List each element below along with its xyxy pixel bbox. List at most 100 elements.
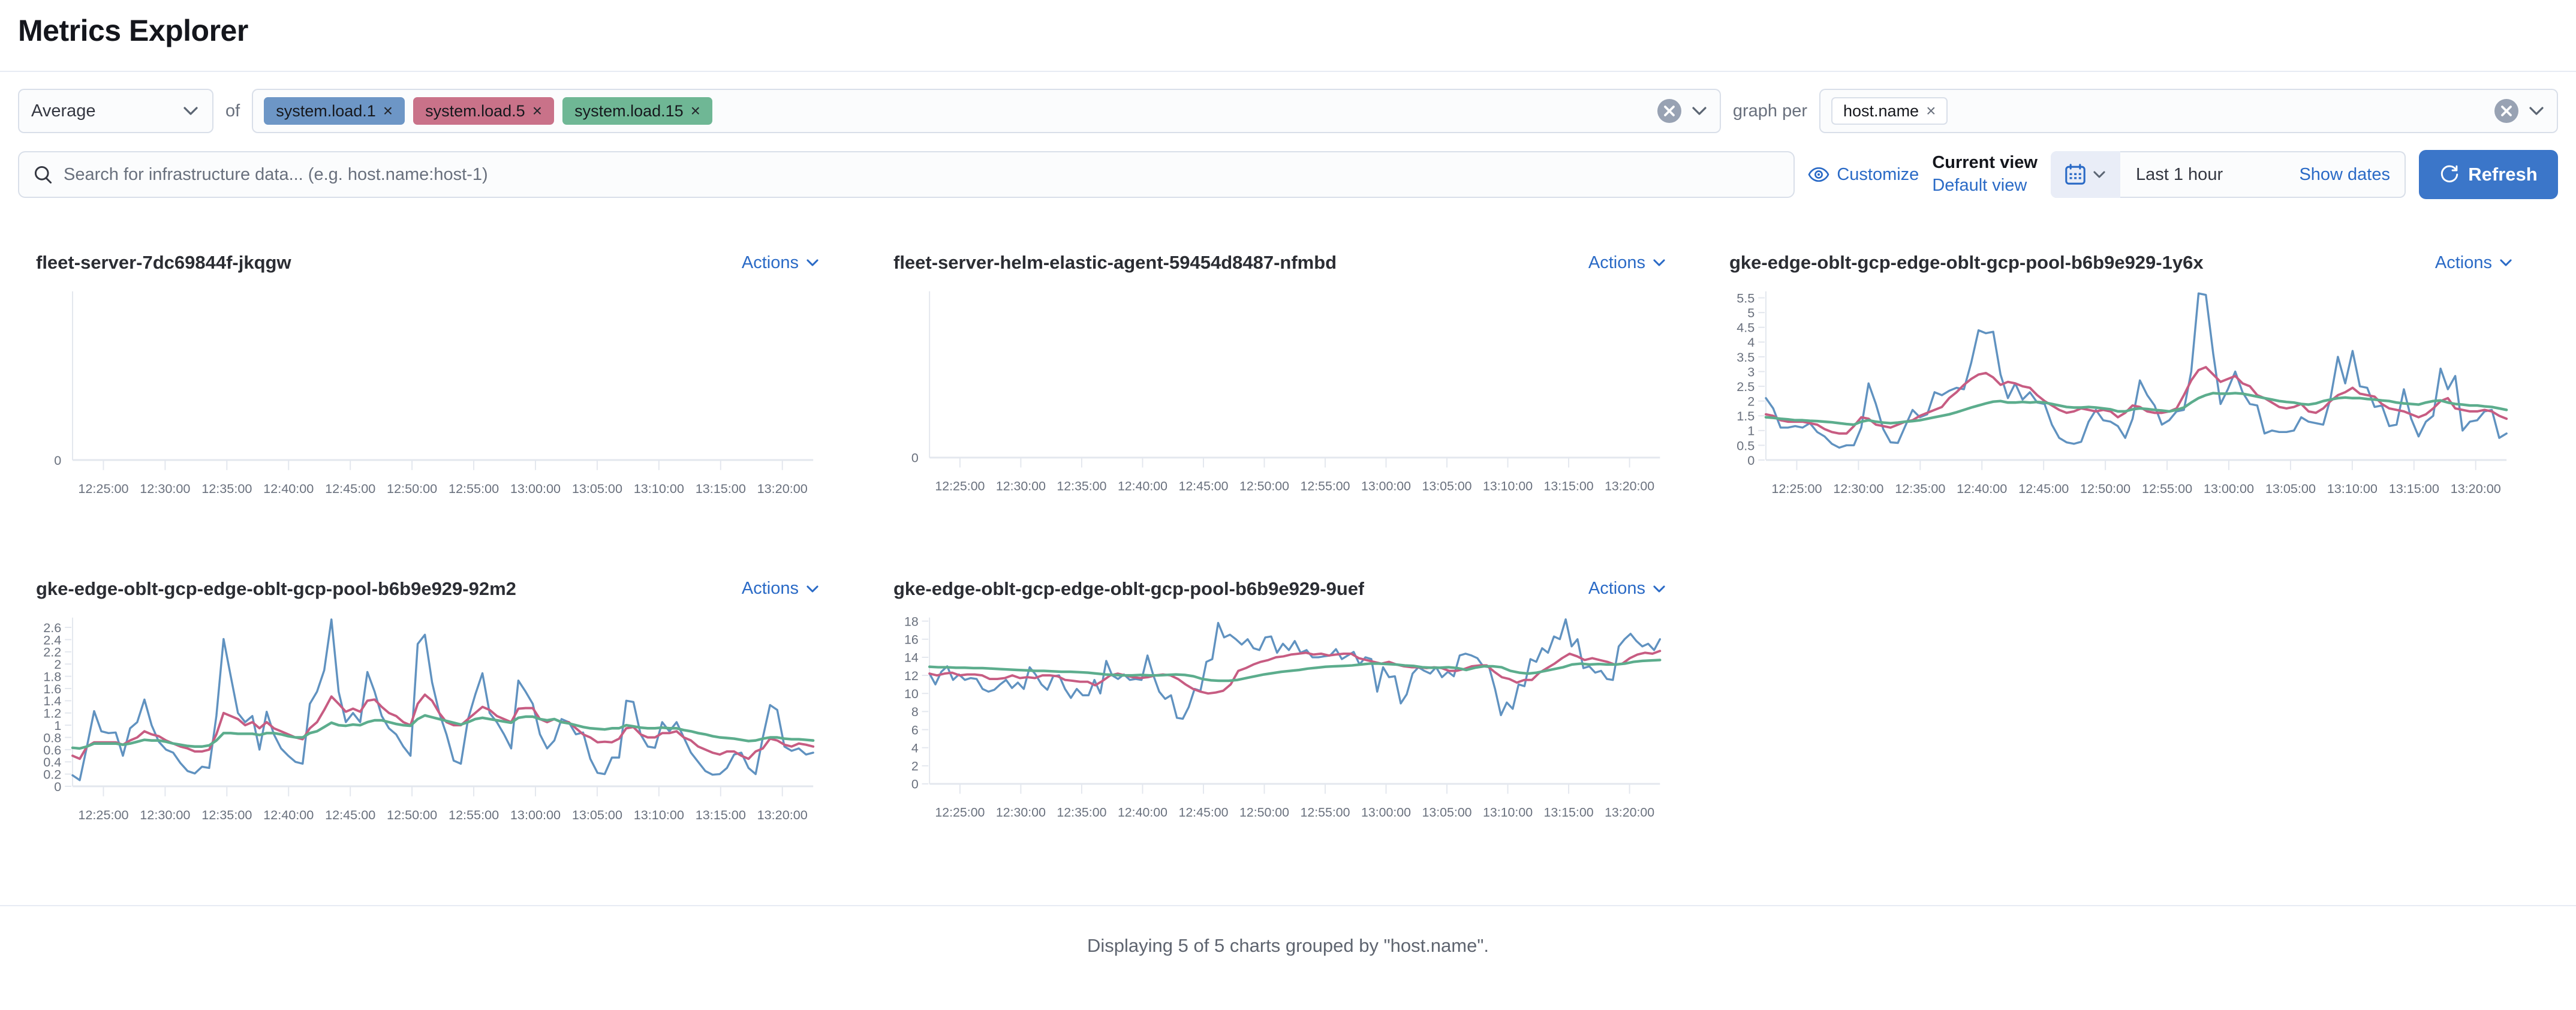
metrics-toolbar: Average of system.load.1 × system.load.5… <box>0 72 2576 834</box>
svg-text:12:45:00: 12:45:00 <box>1178 805 1228 819</box>
svg-text:12:35:00: 12:35:00 <box>1057 479 1106 493</box>
svg-text:13:15:00: 13:15:00 <box>1544 805 1594 819</box>
eye-icon <box>1808 167 1829 182</box>
chevron-down-icon <box>2500 259 2512 266</box>
chart-actions-button[interactable]: Actions <box>742 253 820 273</box>
metric-tag-label: system.load.15 <box>574 101 684 120</box>
chart-title: gke-edge-oblt-gcp-edge-oblt-gcp-pool-b6b… <box>893 578 1365 599</box>
svg-text:12:25:00: 12:25:00 <box>78 807 128 822</box>
metric-tag-label: system.load.5 <box>425 101 525 120</box>
svg-text:12:50:00: 12:50:00 <box>387 481 437 496</box>
metric-tag-system-load-15[interactable]: system.load.15 × <box>562 97 713 125</box>
svg-text:13:05:00: 13:05:00 <box>572 481 622 496</box>
view-toggle: Current view Default view <box>1932 153 2038 196</box>
svg-text:13:15:00: 13:15:00 <box>696 807 746 822</box>
date-picker-quick-menu[interactable] <box>2051 151 2120 198</box>
svg-text:13:10:00: 13:10:00 <box>1483 479 1533 493</box>
svg-text:1: 1 <box>1747 423 1755 438</box>
svg-text:12:25:00: 12:25:00 <box>935 805 985 819</box>
clear-groupby-icon[interactable] <box>2494 99 2518 123</box>
svg-text:13:10:00: 13:10:00 <box>634 807 684 822</box>
svg-text:12:40:00: 12:40:00 <box>263 481 314 496</box>
metrics-combobox[interactable]: system.load.1 × system.load.5 × system.l… <box>252 89 1721 133</box>
svg-text:12:35:00: 12:35:00 <box>1057 805 1106 819</box>
svg-text:12:30:00: 12:30:00 <box>996 479 1046 493</box>
svg-text:0.2: 0.2 <box>43 766 61 781</box>
svg-text:12:50:00: 12:50:00 <box>2080 481 2130 496</box>
svg-text:12:40:00: 12:40:00 <box>263 807 314 822</box>
svg-text:18: 18 <box>904 614 919 629</box>
chart-actions-button[interactable]: Actions <box>2435 253 2514 273</box>
time-range-value[interactable]: Last 1 hour <box>2136 164 2223 184</box>
svg-text:0: 0 <box>54 453 61 468</box>
page-header: Metrics Explorer <box>0 0 2576 48</box>
line-chart[interactable]: 12:25:00 12:30:00 12:35:00 12:40:00 12:45:00… <box>893 283 1667 506</box>
svg-text:12:30:00: 12:30:00 <box>996 805 1046 819</box>
chart-cell-fleet-server: fleet-server-7dc69844f-jkqgw Actions 12:… <box>18 252 865 509</box>
aggregation-select[interactable]: Average <box>18 89 213 133</box>
chevron-down-icon <box>2093 171 2105 178</box>
metric-tag-system-load-5[interactable]: system.load.5 × <box>413 97 555 125</box>
chevron-down-icon[interactable] <box>1690 101 1709 121</box>
show-dates-button[interactable]: Show dates <box>2299 164 2390 184</box>
search-input[interactable] <box>64 164 1781 185</box>
svg-text:2: 2 <box>54 657 61 672</box>
svg-text:12:55:00: 12:55:00 <box>449 481 499 496</box>
refresh-icon <box>2441 165 2458 183</box>
actions-label: Actions <box>1588 579 1645 599</box>
chart-actions-button[interactable]: Actions <box>1588 579 1667 599</box>
refresh-label: Refresh <box>2468 164 2538 185</box>
svg-text:8: 8 <box>911 705 919 719</box>
svg-text:0: 0 <box>911 451 919 465</box>
svg-text:13:20:00: 13:20:00 <box>1605 479 1654 493</box>
metric-tag-system-load-1[interactable]: system.load.1 × <box>264 97 405 125</box>
remove-metric-icon[interactable]: × <box>690 101 701 120</box>
svg-text:14: 14 <box>904 650 919 665</box>
svg-text:12:30:00: 12:30:00 <box>140 807 190 822</box>
remove-groupby-icon[interactable]: × <box>1926 101 1936 120</box>
clear-metrics-icon[interactable] <box>1657 99 1681 123</box>
svg-text:1.6: 1.6 <box>43 681 61 696</box>
line-chart[interactable]: 12:25:00 12:30:00 12:35:00 12:40:00 12:45:00… <box>893 609 1667 832</box>
line-chart[interactable]: 12:25:00 12:30:00 12:35:00 12:40:00 12:45:00… <box>36 609 820 835</box>
chart-cell-empty <box>1711 578 2558 835</box>
chart-title: fleet-server-7dc69844f-jkqgw <box>36 252 291 273</box>
svg-text:13:10:00: 13:10:00 <box>634 481 684 496</box>
remove-metric-icon[interactable]: × <box>383 101 393 120</box>
refresh-button[interactable]: Refresh <box>2419 150 2558 199</box>
svg-text:12:35:00: 12:35:00 <box>201 807 252 822</box>
chart-actions-button[interactable]: Actions <box>742 579 820 599</box>
svg-text:12:25:00: 12:25:00 <box>935 479 985 493</box>
groupby-tag-host-name[interactable]: host.name × <box>1831 97 1948 125</box>
svg-text:0.4: 0.4 <box>43 755 61 769</box>
svg-text:13:10:00: 13:10:00 <box>1483 805 1533 819</box>
svg-text:1: 1 <box>54 718 61 733</box>
svg-text:12:55:00: 12:55:00 <box>449 807 499 822</box>
actions-label: Actions <box>741 579 799 599</box>
svg-text:1.2: 1.2 <box>43 705 61 720</box>
svg-text:13:10:00: 13:10:00 <box>2327 481 2378 496</box>
svg-text:6: 6 <box>911 723 919 737</box>
line-chart[interactable]: 12:25:00 12:30:00 12:35:00 12:40:00 12:45:00… <box>1729 283 2514 509</box>
svg-text:12:55:00: 12:55:00 <box>2142 481 2192 496</box>
svg-text:12:30:00: 12:30:00 <box>140 481 190 496</box>
current-view-label: Current view <box>1932 153 2038 173</box>
svg-text:13:15:00: 13:15:00 <box>1544 479 1594 493</box>
svg-text:12:50:00: 12:50:00 <box>1239 479 1289 493</box>
remove-metric-icon[interactable]: × <box>532 101 543 120</box>
customize-button[interactable]: Customize <box>1808 164 1919 185</box>
default-view-link[interactable]: Default view <box>1932 176 2027 195</box>
svg-text:12:40:00: 12:40:00 <box>1118 479 1167 493</box>
chevron-down-icon <box>183 107 198 115</box>
chevron-down-icon <box>1653 259 1665 266</box>
chevron-down-icon <box>806 259 818 266</box>
date-picker: Last 1 hour Show dates <box>2051 151 2406 198</box>
chevron-down-icon[interactable] <box>2527 101 2546 121</box>
svg-text:12: 12 <box>904 668 919 683</box>
groupby-combobox[interactable]: host.name × <box>1819 89 2558 133</box>
chart-cell-fleet-server-helm: fleet-server-helm-elastic-agent-59454d84… <box>865 252 1711 509</box>
chart-actions-button[interactable]: Actions <box>1588 253 1667 273</box>
line-chart[interactable]: 12:25:00 12:30:00 12:35:00 12:40:00 12:45:00… <box>36 283 820 509</box>
search-field[interactable] <box>18 151 1795 198</box>
